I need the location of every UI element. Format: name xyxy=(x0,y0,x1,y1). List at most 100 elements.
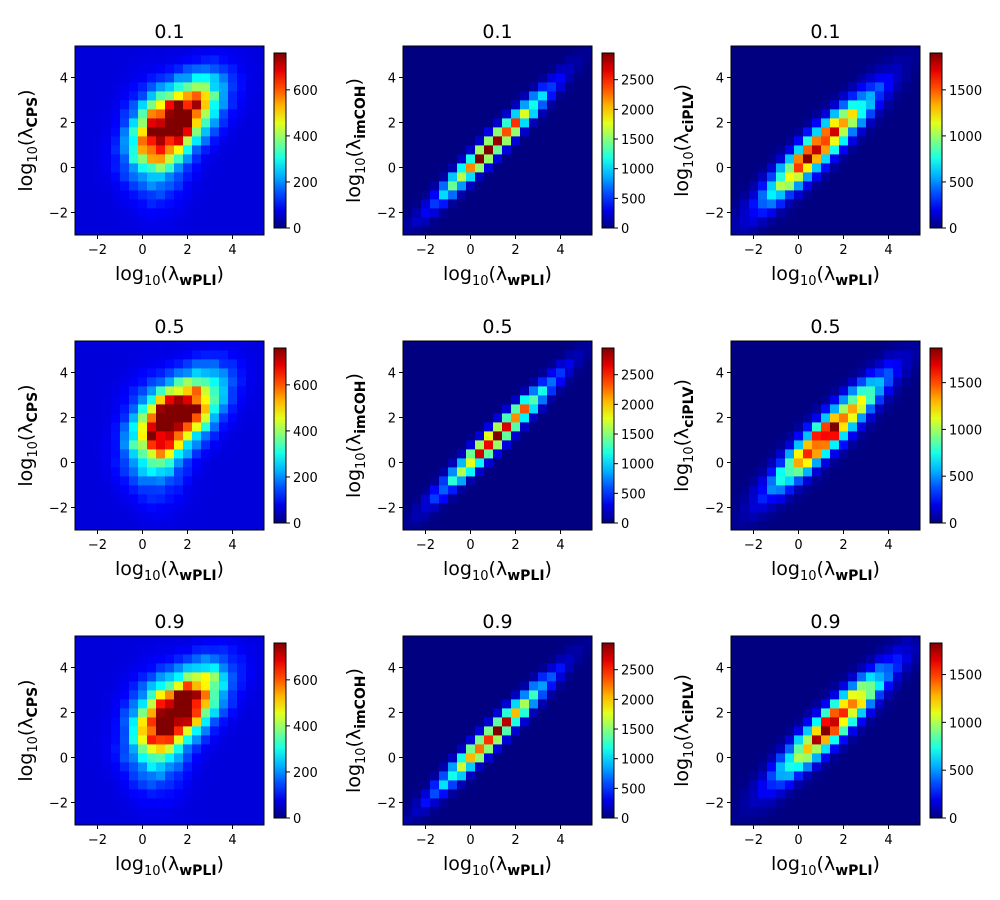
heatmap-cell xyxy=(547,341,557,351)
heatmap-cell xyxy=(812,798,822,808)
heatmap-cell xyxy=(502,181,512,191)
heatmap-cell xyxy=(884,816,894,826)
heatmap-cell xyxy=(740,181,750,191)
heatmap-cell xyxy=(749,359,759,369)
heatmap-cell xyxy=(457,100,467,110)
heatmap-cell xyxy=(174,127,184,137)
heatmap-cell xyxy=(111,154,121,164)
heatmap-cell xyxy=(803,645,813,655)
heatmap-cell xyxy=(911,422,921,432)
heatmap-cell xyxy=(138,690,148,700)
heatmap-cell xyxy=(875,672,885,682)
heatmap-cell xyxy=(493,708,503,718)
heatmap-cell xyxy=(556,359,566,369)
heatmap-cell xyxy=(875,217,885,227)
heatmap-cell xyxy=(830,762,840,772)
heatmap-cell xyxy=(776,73,786,83)
heatmap-cell xyxy=(767,699,777,709)
heatmap-cell xyxy=(165,699,175,709)
panel-title: 0.9 xyxy=(810,611,840,633)
heatmap-cell xyxy=(412,208,422,218)
heatmap-cell xyxy=(255,672,265,682)
heatmap-cell xyxy=(475,377,485,387)
heatmap-cell xyxy=(156,91,166,101)
heatmap-cell xyxy=(246,636,256,646)
heatmap-cell xyxy=(421,458,431,468)
heatmap-cell xyxy=(866,798,876,808)
heatmap-cell xyxy=(138,46,148,56)
heatmap-cell xyxy=(848,645,858,655)
heatmap-cell xyxy=(830,368,840,378)
heatmap-cell xyxy=(902,512,912,522)
heatmap-cell xyxy=(156,73,166,83)
heatmap-cell xyxy=(839,780,849,790)
heatmap-cell xyxy=(457,350,467,360)
heatmap-cell xyxy=(129,780,139,790)
heatmap-cell xyxy=(412,449,422,459)
heatmap-cell xyxy=(192,91,202,101)
heatmap-cell xyxy=(237,476,247,486)
heatmap-cell xyxy=(421,449,431,459)
x-tick-label: 2 xyxy=(511,833,519,848)
heatmap-cell xyxy=(129,512,139,522)
heatmap-cell xyxy=(493,109,503,119)
heatmap-cell xyxy=(430,91,440,101)
heatmap-cell xyxy=(821,816,831,826)
heatmap-cell xyxy=(529,208,539,218)
heatmap-cell xyxy=(111,521,121,531)
heatmap-cell xyxy=(529,726,539,736)
heatmap-cell xyxy=(246,181,256,191)
heatmap-cell xyxy=(457,181,467,191)
heatmap-cell xyxy=(875,199,885,209)
heatmap-cell xyxy=(794,55,804,65)
heatmap-cell xyxy=(794,73,804,83)
heatmap-cell xyxy=(129,172,139,182)
heatmap-cell xyxy=(538,145,548,155)
heatmap-cell xyxy=(529,163,539,173)
heatmap-cell xyxy=(911,485,921,495)
heatmap-cell xyxy=(246,521,256,531)
heatmap-cell xyxy=(583,64,593,74)
heatmap-cell xyxy=(583,636,593,646)
heatmap-cell xyxy=(493,449,503,459)
heatmap-cell xyxy=(875,512,885,522)
heatmap-cell xyxy=(493,341,503,351)
heatmap-cell xyxy=(520,190,530,200)
heatmap-cell xyxy=(147,181,157,191)
heatmap-cell xyxy=(237,771,247,781)
heatmap-cell xyxy=(102,172,112,182)
heatmap-cell xyxy=(493,350,503,360)
heatmap-cell xyxy=(893,172,903,182)
heatmap-cell xyxy=(731,771,741,781)
heatmap-cell xyxy=(574,386,584,396)
heatmap-cell xyxy=(749,645,759,655)
heatmap-cell xyxy=(911,127,921,137)
heatmap-cell xyxy=(111,163,121,173)
heatmap-cell xyxy=(129,798,139,808)
colorbar-tick-label: 1000 xyxy=(621,163,654,178)
heatmap-cell xyxy=(803,404,813,414)
heatmap-cell xyxy=(893,226,903,236)
colorbar-tick-label: 2000 xyxy=(621,103,654,118)
heatmap-cell xyxy=(574,64,584,74)
heatmap-cell xyxy=(857,163,867,173)
heatmap-cell xyxy=(529,449,539,459)
x-tick-label: −2 xyxy=(88,833,107,848)
heatmap-cell xyxy=(529,413,539,423)
heatmap-cell xyxy=(538,789,548,799)
heatmap-cell xyxy=(183,762,193,772)
heatmap-cell xyxy=(484,672,494,682)
heatmap-cell xyxy=(430,413,440,423)
heatmap-cell xyxy=(138,816,148,826)
heatmap-cell xyxy=(556,136,566,146)
heatmap-cell xyxy=(210,467,220,477)
heatmap-cell xyxy=(574,368,584,378)
heatmap-cell xyxy=(174,449,184,459)
heatmap-cell xyxy=(785,645,795,655)
heatmap-cell xyxy=(210,458,220,468)
heatmap-cell xyxy=(902,726,912,736)
heatmap-cell xyxy=(821,798,831,808)
heatmap-cell xyxy=(201,46,211,56)
heatmap-cell xyxy=(839,744,849,754)
heatmap-cell xyxy=(574,404,584,414)
